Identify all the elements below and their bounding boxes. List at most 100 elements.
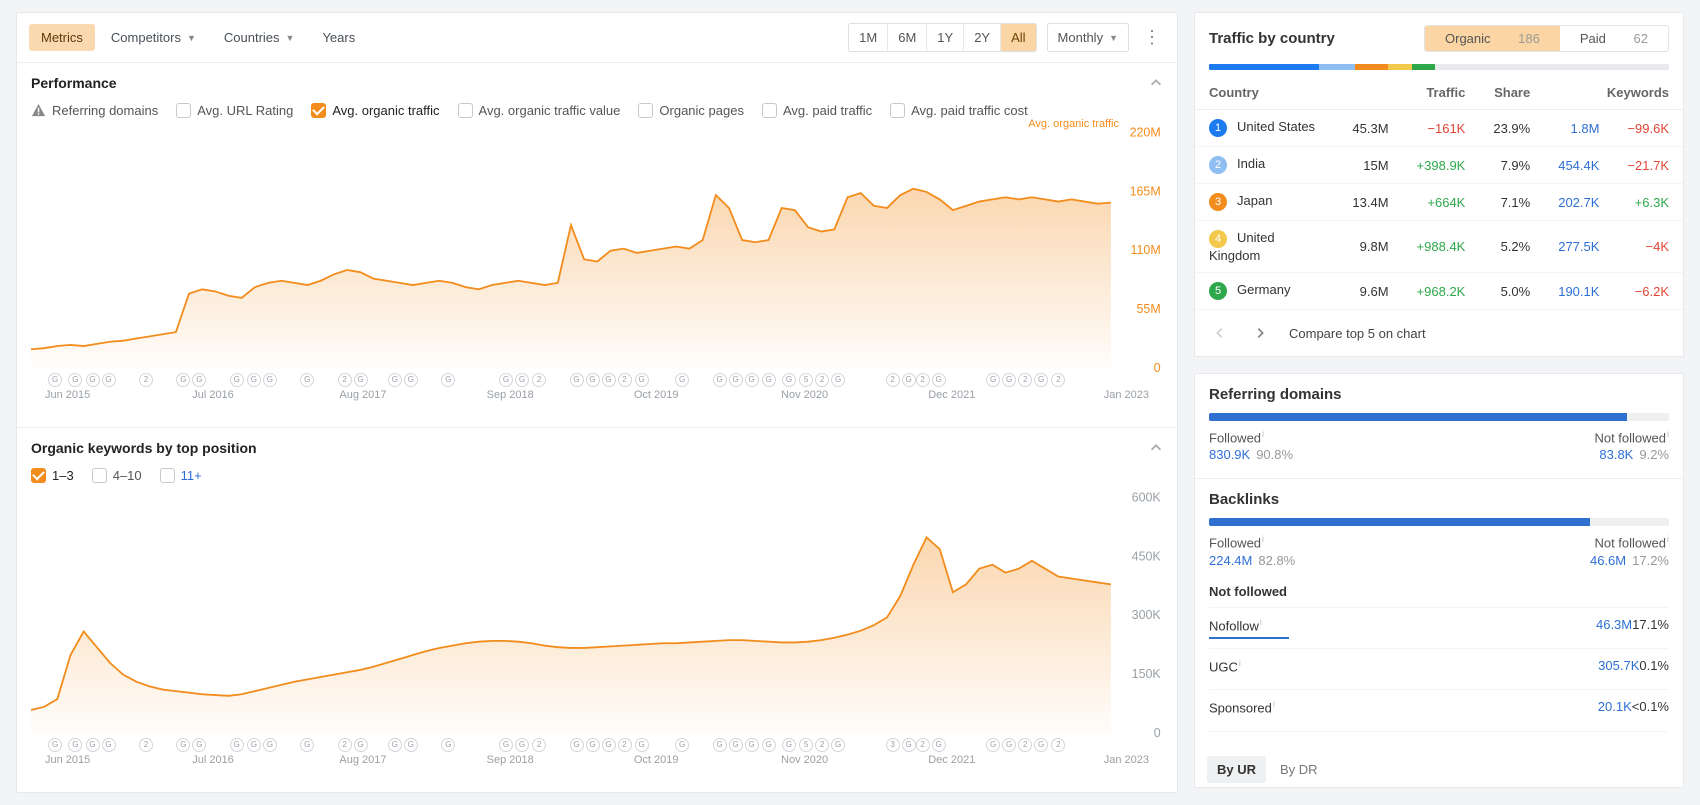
range-all[interactable]: All	[1001, 24, 1035, 51]
update-marker[interactable]: G	[675, 738, 689, 752]
collapse-icon[interactable]	[1149, 441, 1163, 455]
next-arrow-icon[interactable]	[1249, 322, 1271, 344]
update-marker[interactable]: 2	[532, 738, 546, 752]
update-marker[interactable]: 2	[1018, 373, 1032, 387]
update-marker[interactable]: G	[300, 373, 314, 387]
update-marker[interactable]: 2	[139, 373, 153, 387]
update-marker[interactable]: G	[354, 373, 368, 387]
update-marker[interactable]: G	[932, 738, 946, 752]
by-tab[interactable]: By DR	[1270, 756, 1328, 783]
metric-checkbox[interactable]: 4–10	[92, 468, 142, 483]
organic-tab[interactable]: Organic 186	[1425, 26, 1560, 51]
update-marker[interactable]: G	[635, 738, 649, 752]
update-marker[interactable]: G	[86, 373, 100, 387]
update-marker[interactable]: G	[68, 373, 82, 387]
update-marker[interactable]: G	[247, 738, 261, 752]
update-marker[interactable]: G	[762, 373, 776, 387]
update-marker[interactable]: G	[176, 373, 190, 387]
tab-competitors[interactable]: Competitors▼	[99, 24, 208, 51]
compare-label[interactable]: Compare top 5 on chart	[1289, 326, 1426, 341]
update-marker[interactable]: 2	[886, 373, 900, 387]
update-marker[interactable]: G	[782, 373, 796, 387]
update-marker[interactable]: G	[729, 373, 743, 387]
update-marker[interactable]: 2	[618, 373, 632, 387]
metric-checkbox[interactable]: Avg. paid traffic cost	[890, 103, 1028, 118]
update-marker[interactable]: 2	[618, 738, 632, 752]
update-marker[interactable]: G	[247, 373, 261, 387]
update-marker[interactable]: 2	[532, 373, 546, 387]
update-marker[interactable]: 2	[1051, 373, 1065, 387]
update-marker[interactable]: 2	[916, 738, 930, 752]
update-marker[interactable]: 2	[815, 373, 829, 387]
update-marker[interactable]: G	[48, 373, 62, 387]
update-marker[interactable]: G	[441, 373, 455, 387]
update-marker[interactable]: G	[602, 373, 616, 387]
range-1m[interactable]: 1M	[849, 24, 888, 51]
update-marker[interactable]: 2	[815, 738, 829, 752]
update-marker[interactable]: G	[230, 373, 244, 387]
table-row[interactable]: 4United Kingdom9.8M+988.4K5.2%277.5K−4K	[1195, 221, 1683, 273]
info-icon[interactable]: i	[1262, 429, 1264, 439]
update-marker[interactable]: G	[86, 738, 100, 752]
tab-years[interactable]: Years	[310, 24, 367, 51]
update-marker[interactable]: G	[586, 738, 600, 752]
update-marker[interactable]: 2	[916, 373, 930, 387]
update-marker[interactable]: G	[729, 738, 743, 752]
update-marker[interactable]: G	[192, 373, 206, 387]
frequency-select[interactable]: Monthly ▼	[1047, 23, 1129, 52]
metric-checkbox[interactable]: Avg. URL Rating	[176, 103, 293, 118]
metric-checkbox[interactable]: Avg. organic traffic	[311, 103, 439, 118]
metric-checkbox[interactable]: 1–3	[31, 468, 74, 483]
update-marker[interactable]: G	[441, 738, 455, 752]
collapse-icon[interactable]	[1149, 76, 1163, 90]
update-marker[interactable]: G	[263, 738, 277, 752]
update-marker[interactable]: G	[1002, 373, 1016, 387]
followed-domains-value[interactable]: 830.9K	[1209, 447, 1250, 462]
update-marker[interactable]: G	[762, 738, 776, 752]
update-marker[interactable]: G	[713, 373, 727, 387]
metric-checkbox[interactable]: Organic pages	[638, 103, 744, 118]
update-marker[interactable]: G	[831, 373, 845, 387]
update-marker[interactable]: G	[404, 738, 418, 752]
update-marker[interactable]: G	[192, 738, 206, 752]
nf-domains-value[interactable]: 83.8K	[1599, 447, 1633, 462]
update-marker[interactable]: G	[263, 373, 277, 387]
update-marker[interactable]: G	[635, 373, 649, 387]
info-icon[interactable]: i	[1667, 429, 1669, 439]
update-marker[interactable]: G	[831, 738, 845, 752]
update-marker[interactable]: G	[388, 373, 402, 387]
update-marker[interactable]: G	[102, 373, 116, 387]
update-marker[interactable]: G	[300, 738, 314, 752]
nf-row[interactable]: Sponsoredi20.1K<0.1%	[1209, 690, 1669, 731]
update-marker[interactable]: G	[102, 738, 116, 752]
info-icon[interactable]: i	[1667, 534, 1669, 544]
update-marker[interactable]: G	[404, 373, 418, 387]
update-marker[interactable]: G	[176, 738, 190, 752]
metric-checkbox[interactable]: Referring domains	[31, 103, 158, 118]
update-marker[interactable]: G	[902, 373, 916, 387]
table-row[interactable]: 5Germany9.6M+968.2K5.0%190.1K−6.2K	[1195, 273, 1683, 310]
update-marker[interactable]: 2	[338, 373, 352, 387]
metric-checkbox[interactable]: Avg. paid traffic	[762, 103, 872, 118]
update-marker[interactable]: 5	[799, 738, 813, 752]
update-marker[interactable]: G	[499, 373, 513, 387]
table-row[interactable]: 2India15M+398.9K7.9%454.4K−21.7K	[1195, 147, 1683, 184]
followed-backlinks-value[interactable]: 224.4M	[1209, 553, 1252, 568]
update-marker[interactable]: G	[986, 373, 1000, 387]
update-marker[interactable]: 2	[139, 738, 153, 752]
update-marker[interactable]: G	[515, 738, 529, 752]
update-marker[interactable]: G	[68, 738, 82, 752]
update-marker[interactable]: G	[388, 738, 402, 752]
update-marker[interactable]: G	[515, 373, 529, 387]
tab-countries[interactable]: Countries▼	[212, 24, 307, 51]
update-marker[interactable]: G	[586, 373, 600, 387]
update-marker[interactable]: G	[675, 373, 689, 387]
update-marker[interactable]: G	[570, 373, 584, 387]
update-marker[interactable]: G	[782, 738, 796, 752]
info-icon[interactable]: i	[1262, 534, 1264, 544]
more-menu-icon[interactable]: ⋮	[1139, 34, 1165, 41]
prev-arrow-icon[interactable]	[1209, 322, 1231, 344]
update-marker[interactable]: G	[1034, 738, 1048, 752]
update-marker[interactable]: G	[354, 738, 368, 752]
update-marker[interactable]: 5	[799, 373, 813, 387]
